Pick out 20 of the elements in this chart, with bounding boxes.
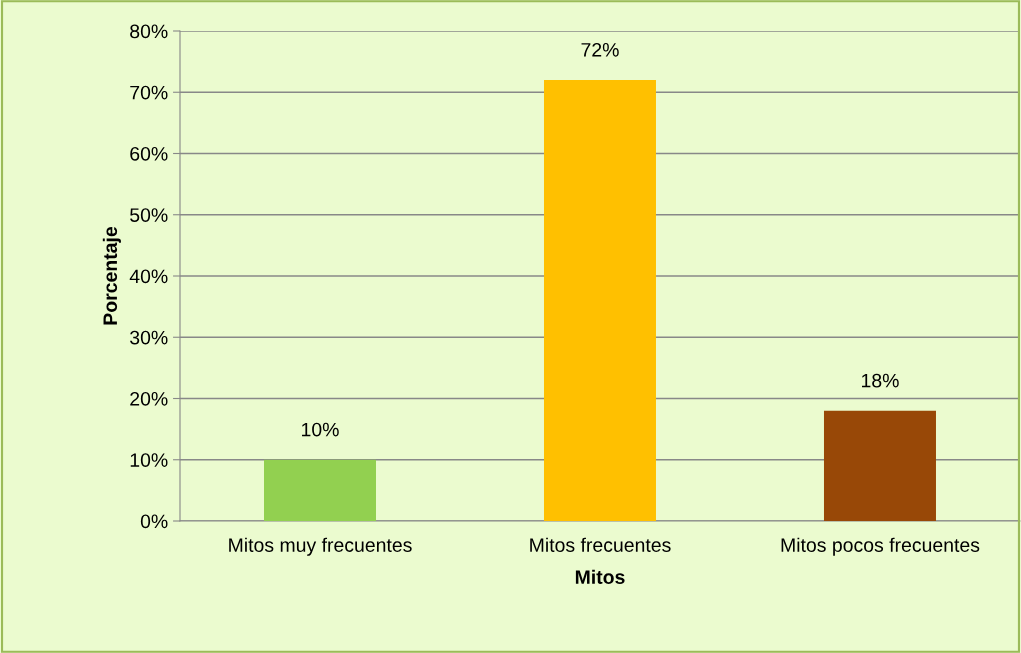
data-label: 10% (302, 422, 339, 437)
y-tick-label: 20% (130, 391, 168, 406)
y-tick-label: 50% (130, 208, 168, 222)
bar (823, 410, 936, 521)
y-tick-label: 70% (130, 85, 168, 100)
bar (264, 459, 376, 521)
y-tick-label: 0% (140, 514, 168, 529)
data-label: 18% (862, 373, 899, 388)
y-tick-label: 80% (130, 24, 168, 39)
x-tick-label: Mitos frecuentes (530, 537, 671, 552)
x-tick-label: Mitos pocos frecuentes (781, 537, 980, 556)
y-tick-label: 10% (130, 453, 168, 467)
y-axis-title: Porcentaje (102, 226, 121, 325)
data-label: 72% (581, 42, 619, 57)
y-tick-label: 40% (129, 269, 168, 284)
y-tick-label: 30% (130, 330, 168, 345)
y-tick-label: 60% (130, 146, 168, 161)
x-tick-label: Mitos muy frecuentes (229, 537, 412, 556)
bar (543, 80, 656, 521)
x-axis-title: Mitos (575, 569, 625, 584)
